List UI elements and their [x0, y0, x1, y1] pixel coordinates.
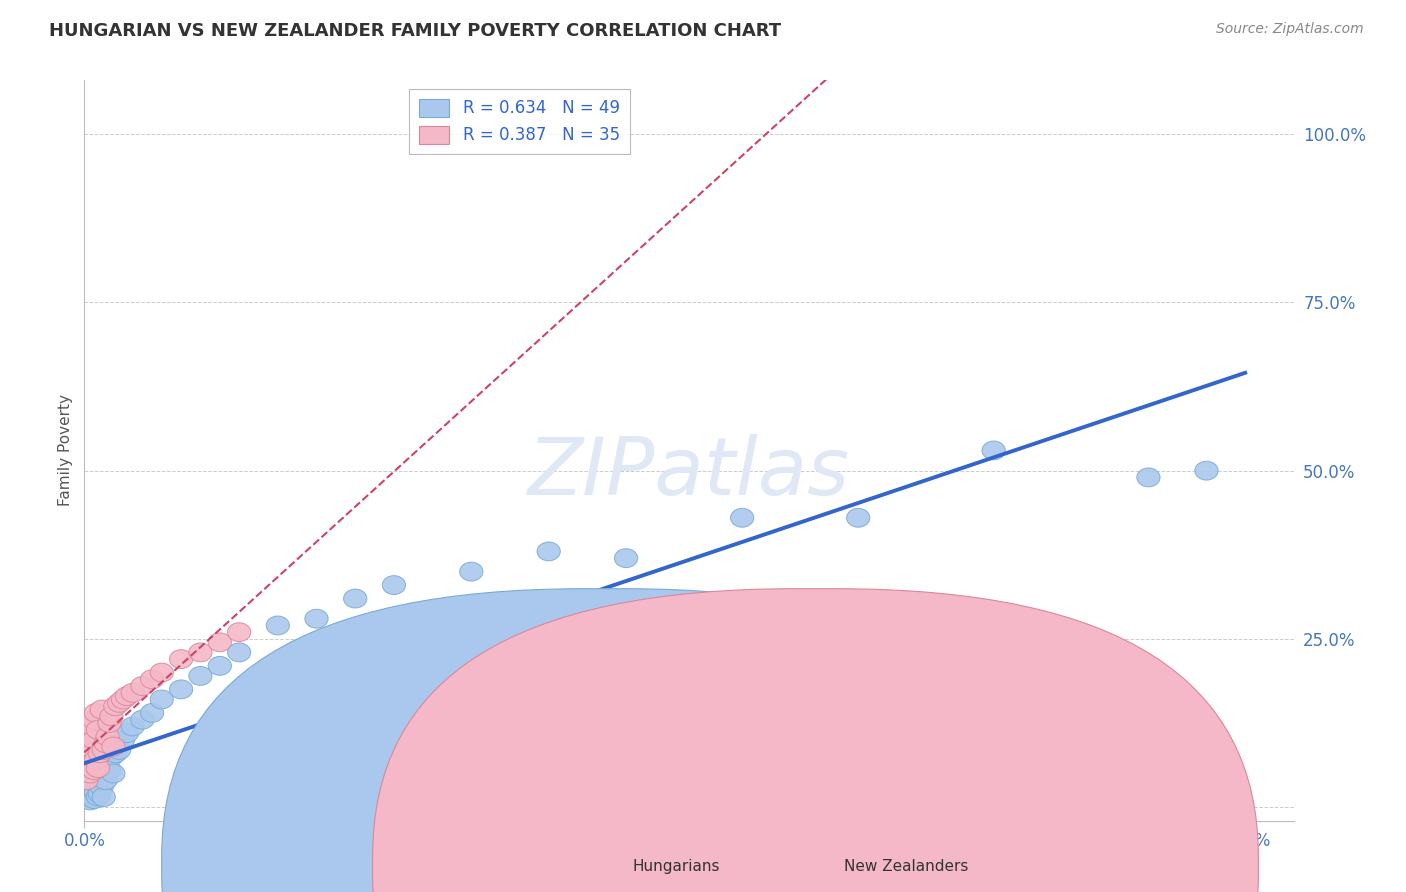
Ellipse shape — [537, 542, 560, 561]
Text: Hungarians: Hungarians — [633, 859, 720, 873]
Ellipse shape — [84, 751, 108, 770]
Ellipse shape — [80, 717, 104, 736]
Ellipse shape — [89, 761, 111, 780]
Ellipse shape — [94, 734, 117, 753]
Ellipse shape — [94, 771, 117, 789]
Ellipse shape — [131, 677, 155, 696]
Ellipse shape — [121, 683, 145, 702]
Ellipse shape — [86, 721, 110, 739]
Text: Source: ZipAtlas.com: Source: ZipAtlas.com — [1216, 22, 1364, 37]
Ellipse shape — [79, 764, 101, 783]
Ellipse shape — [100, 706, 124, 726]
Ellipse shape — [108, 693, 131, 713]
Ellipse shape — [83, 767, 105, 787]
Legend: R = 0.634   N = 49, R = 0.387   N = 35: R = 0.634 N = 49, R = 0.387 N = 35 — [409, 88, 630, 154]
Ellipse shape — [86, 759, 110, 778]
Y-axis label: Family Poverty: Family Poverty — [58, 394, 73, 507]
Ellipse shape — [121, 717, 145, 736]
Ellipse shape — [80, 786, 104, 805]
Ellipse shape — [228, 643, 250, 662]
Ellipse shape — [208, 657, 232, 675]
Ellipse shape — [111, 731, 135, 749]
Ellipse shape — [131, 710, 155, 729]
Ellipse shape — [1137, 468, 1160, 487]
Ellipse shape — [101, 737, 125, 756]
Ellipse shape — [1195, 461, 1218, 480]
Ellipse shape — [731, 508, 754, 527]
Ellipse shape — [111, 690, 135, 709]
Ellipse shape — [170, 649, 193, 668]
Ellipse shape — [86, 772, 110, 791]
Ellipse shape — [76, 778, 100, 797]
Text: New Zealanders: New Zealanders — [844, 859, 967, 873]
Ellipse shape — [84, 783, 108, 802]
Ellipse shape — [83, 710, 105, 729]
Ellipse shape — [305, 609, 328, 628]
Ellipse shape — [79, 723, 101, 742]
Ellipse shape — [79, 771, 101, 789]
Ellipse shape — [150, 663, 173, 682]
Ellipse shape — [79, 780, 101, 800]
Ellipse shape — [104, 697, 127, 715]
Ellipse shape — [460, 562, 482, 581]
Ellipse shape — [141, 704, 163, 723]
Ellipse shape — [115, 723, 139, 742]
Text: HUNGARIAN VS NEW ZEALANDER FAMILY POVERTY CORRELATION CHART: HUNGARIAN VS NEW ZEALANDER FAMILY POVERT… — [49, 22, 782, 40]
Ellipse shape — [382, 575, 405, 594]
Ellipse shape — [228, 623, 250, 641]
Ellipse shape — [86, 787, 110, 805]
Ellipse shape — [89, 784, 111, 803]
Ellipse shape — [98, 761, 121, 780]
Ellipse shape — [93, 757, 115, 776]
Ellipse shape — [141, 670, 163, 689]
Ellipse shape — [104, 744, 127, 763]
Ellipse shape — [101, 764, 125, 783]
Ellipse shape — [188, 666, 212, 685]
Ellipse shape — [93, 788, 115, 806]
Ellipse shape — [108, 740, 131, 759]
Ellipse shape — [84, 704, 108, 723]
Ellipse shape — [96, 751, 120, 770]
Ellipse shape — [170, 680, 193, 698]
Ellipse shape — [343, 589, 367, 608]
Ellipse shape — [266, 616, 290, 635]
Ellipse shape — [75, 784, 98, 803]
Ellipse shape — [76, 747, 100, 766]
Ellipse shape — [76, 788, 100, 806]
Ellipse shape — [188, 643, 212, 662]
Ellipse shape — [84, 764, 108, 783]
Ellipse shape — [115, 687, 139, 706]
Text: ZIPatlas: ZIPatlas — [527, 434, 851, 512]
Ellipse shape — [93, 740, 115, 759]
Ellipse shape — [150, 690, 173, 709]
Ellipse shape — [83, 731, 105, 749]
Ellipse shape — [98, 714, 121, 732]
Ellipse shape — [614, 549, 638, 567]
Ellipse shape — [83, 779, 105, 797]
Ellipse shape — [83, 789, 105, 808]
Ellipse shape — [96, 727, 120, 746]
Ellipse shape — [100, 747, 124, 766]
Ellipse shape — [981, 441, 1005, 460]
Ellipse shape — [75, 757, 98, 776]
Ellipse shape — [79, 791, 101, 810]
Ellipse shape — [89, 744, 111, 763]
Ellipse shape — [846, 508, 870, 527]
Ellipse shape — [83, 761, 105, 780]
Ellipse shape — [90, 700, 114, 719]
Ellipse shape — [90, 778, 114, 797]
Ellipse shape — [75, 771, 98, 789]
Ellipse shape — [80, 754, 104, 772]
Ellipse shape — [208, 632, 232, 652]
Ellipse shape — [76, 737, 100, 756]
Ellipse shape — [80, 774, 104, 793]
